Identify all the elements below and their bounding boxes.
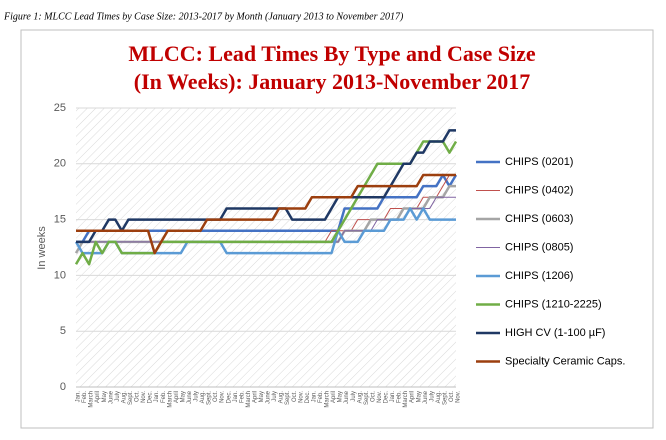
x-tick-label: Dec. <box>384 391 390 404</box>
x-tick-label: April <box>331 391 337 403</box>
x-tick-label: April <box>174 391 180 403</box>
x-tick-label: Aug. <box>279 391 285 404</box>
x-tick-label: June <box>423 390 429 404</box>
chart-title: MLCC: Lead Times By Type and Case Size <box>128 41 535 66</box>
x-tick-label: Nov. <box>141 391 147 403</box>
x-tick-label: March <box>167 391 173 408</box>
x-tick-label: Feb. <box>161 391 167 403</box>
x-tick-label: Oct. <box>370 391 376 402</box>
x-tick-label: March <box>89 391 95 408</box>
x-tick-label: July <box>272 391 278 402</box>
chart-title: (In Weeks): January 2013-November 2017 <box>134 69 530 94</box>
series-line <box>76 173 456 255</box>
series-line <box>76 129 456 244</box>
x-tick-label: Aug. <box>200 391 206 404</box>
legend-label: CHIPS (0603) <box>505 213 573 225</box>
legend-label: CHIPS (1210-2225) <box>505 298 602 310</box>
x-tick-label: Feb. <box>397 391 403 403</box>
x-tick-label: Jan. <box>76 391 82 403</box>
x-tick-label: Sept. <box>207 391 213 405</box>
series-line <box>74 140 458 266</box>
x-tick-label: April <box>252 391 258 403</box>
plot-area <box>76 108 456 387</box>
legend-label: CHIPS (0201) <box>505 156 573 168</box>
x-tick-label: June <box>266 390 272 404</box>
x-tick-label: Feb. <box>239 391 245 403</box>
x-tick-label: Aug. <box>121 391 127 404</box>
legend-label: CHIPS (0402) <box>505 184 573 196</box>
x-tick-label: Sept. <box>442 391 448 405</box>
x-tick-label: April <box>95 391 101 403</box>
x-tick-label: May <box>180 391 186 402</box>
x-tick-label: Nov. <box>456 391 462 403</box>
x-tick-label: Dec. <box>148 391 154 404</box>
x-tick-label: Jan. <box>311 391 317 403</box>
legend-label: CHIPS (0805) <box>505 241 573 253</box>
x-tick-label: Nov. <box>220 391 226 403</box>
y-tick-label: 15 <box>54 214 66 226</box>
x-tick-label: Feb. <box>318 391 324 403</box>
x-tick-label: Aug. <box>436 391 442 404</box>
x-tick-label: Nov. <box>377 391 383 403</box>
y-tick-label: 10 <box>54 269 66 281</box>
x-tick-label: June <box>187 390 193 404</box>
x-tick-label: Oct. <box>213 391 219 402</box>
x-tick-label: Jan. <box>154 391 160 403</box>
caption: Figure 1: MLCC Lead Times by Case Size: … <box>3 11 404 22</box>
x-tick-label: Aug. <box>357 391 363 404</box>
x-tick-label: Jan. <box>390 391 396 403</box>
x-tick-label: Sept. <box>364 391 370 405</box>
legend-label: CHIPS (1206) <box>505 270 573 282</box>
x-tick-label: May <box>259 391 265 402</box>
x-tick-label: Feb. <box>82 391 88 403</box>
x-tick-label: March <box>246 391 252 408</box>
x-tick-label: Oct. <box>449 391 455 402</box>
x-tick-label: Sept. <box>285 391 291 405</box>
x-tick-label: Dec. <box>305 391 311 404</box>
x-tick-label: July <box>115 391 121 402</box>
x-tick-label: May <box>102 391 108 402</box>
x-tick-label: March <box>325 391 331 408</box>
x-tick-label: March <box>403 391 409 408</box>
x-tick-label: July <box>429 391 435 402</box>
x-tick-label: Nov. <box>298 391 304 403</box>
x-tick-label: July <box>351 391 357 402</box>
x-tick-label: June <box>108 390 114 404</box>
y-tick-label: 20 <box>54 158 66 170</box>
x-tick-label: June <box>344 390 350 404</box>
x-tick-label: April <box>410 391 416 403</box>
y-axis-label: In weeks <box>36 226 48 270</box>
y-tick-label: 0 <box>60 381 66 393</box>
x-tick-label: May <box>416 391 422 402</box>
x-tick-label: Oct. <box>292 391 298 402</box>
x-tick-label: July <box>194 391 200 402</box>
x-tick-label: May <box>338 391 344 402</box>
y-tick-label: 5 <box>60 325 66 337</box>
x-tick-label: Jan. <box>233 391 239 403</box>
x-tick-label: Sept. <box>128 391 134 405</box>
legend-label: HIGH CV (1-100 µF) <box>505 327 605 339</box>
legend-label: Specialty Ceramic Caps. <box>505 355 625 367</box>
y-tick-label: 25 <box>54 102 66 114</box>
x-tick-label: Dec. <box>226 391 232 404</box>
x-tick-label: Oct. <box>135 391 141 402</box>
